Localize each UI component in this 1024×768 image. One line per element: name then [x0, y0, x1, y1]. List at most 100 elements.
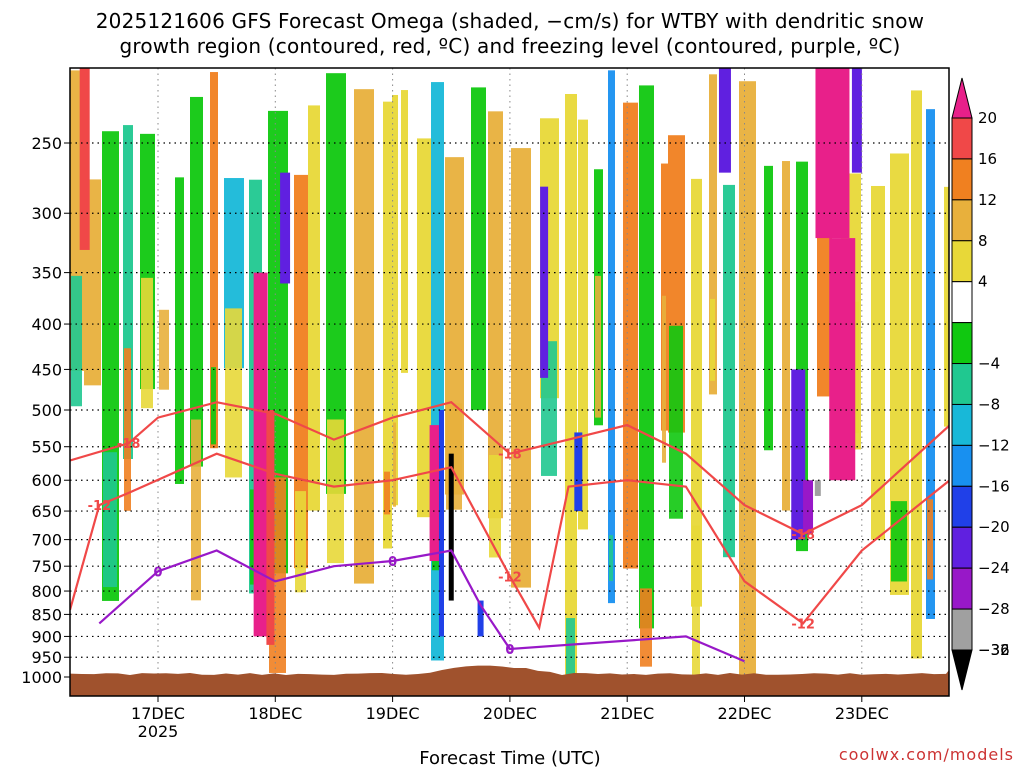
omega-streak — [782, 161, 790, 511]
omega-streak — [863, 155, 869, 414]
y-tick-label: 250 — [31, 134, 62, 153]
dgz-minus12-contour — [70, 452, 949, 631]
omega-streak — [393, 422, 396, 507]
colorbar-bin — [951, 485, 973, 528]
omega-streak — [103, 452, 117, 588]
colorbar-bin — [951, 444, 973, 487]
colorbar-bin — [951, 199, 973, 242]
omega-feature — [438, 410, 444, 637]
omega-shading — [70, 68, 949, 696]
x-tick-label: 20DEC — [483, 704, 537, 723]
chart-title-line1: 2025121606 GFS Forecast Omega (shaded, −… — [96, 9, 924, 33]
y-tick-label: 700 — [31, 531, 62, 550]
colorbar-bin — [951, 117, 973, 160]
dgz-minus18-contour-label: -18 — [791, 528, 815, 543]
colorbar-label: 4 — [978, 273, 988, 291]
omega-streak — [926, 109, 935, 619]
omega-streak — [911, 90, 922, 659]
y-tick-label: 1000 — [21, 668, 62, 687]
omega-streak — [225, 308, 242, 478]
omega-streak — [710, 298, 715, 381]
omega-streak — [327, 419, 344, 564]
colorbar-label: 16 — [978, 150, 997, 168]
x-tick-label: 17DEC — [131, 704, 185, 723]
y-tick-label: 750 — [31, 557, 62, 576]
x-tick-label: 21DEC — [600, 704, 654, 723]
omega-streak — [669, 325, 683, 519]
omega-streak — [190, 96, 203, 467]
omega-streak — [175, 177, 184, 484]
omega-streak — [471, 87, 486, 410]
omega-streak — [71, 275, 82, 407]
colorbar-bin — [951, 403, 973, 446]
omega-feature — [280, 172, 291, 284]
omega-streak — [124, 348, 131, 511]
freezing-level-contour-label: 0 — [153, 565, 162, 580]
omega-feature — [574, 432, 583, 512]
y-tick-label: 300 — [31, 204, 62, 223]
omega-streak — [511, 148, 531, 588]
y-tick-label: 600 — [31, 471, 62, 490]
freezing-level-contour-label: 0 — [388, 555, 397, 570]
omega-streak — [191, 419, 201, 601]
colorbar-label: 20 — [978, 109, 997, 127]
dgz-minus18-contour — [70, 400, 949, 536]
omega-streak — [489, 454, 501, 558]
colorbar-bottom-triangle — [951, 649, 973, 691]
omega-streak — [294, 174, 308, 569]
omega-feature — [266, 410, 275, 645]
omega-streak — [295, 491, 306, 593]
dgz-minus18-contour-label: -18 — [498, 448, 522, 463]
omega-feature — [253, 272, 268, 637]
omega-streak — [308, 105, 320, 511]
colorbar-label: −8 — [978, 395, 1000, 413]
omega-feature — [79, 68, 90, 250]
colorbar-bin — [951, 281, 973, 324]
colorbar: 20 16 12 8 4 −4 −8 −12 −16 −20 −24 −28 −32−36 — [951, 77, 1010, 691]
omega-streak — [578, 119, 588, 530]
x-tick-label: 23DEC — [835, 704, 889, 723]
omega-streak — [764, 165, 773, 451]
omega-streak — [326, 73, 346, 494]
y-tick-label: 850 — [31, 605, 62, 624]
omega-streak — [141, 277, 153, 409]
omega-streak — [639, 85, 654, 629]
y-tick-label: 900 — [31, 627, 62, 646]
omega-streak — [891, 501, 907, 582]
omega-streak — [354, 89, 374, 584]
colorbar-label: −28 — [978, 600, 1010, 618]
colorbar-bin — [951, 240, 973, 283]
y-tick-label: 550 — [31, 438, 62, 457]
omega-feature — [448, 453, 454, 601]
colorbar-label: 8 — [978, 232, 988, 250]
omega-streak — [159, 309, 169, 390]
x-tick-sublabel: 2025 — [138, 722, 179, 741]
omega-streak — [662, 295, 666, 463]
omega-feature — [477, 600, 484, 637]
y-tick-label: 950 — [31, 648, 62, 667]
colorbar-label: −20 — [978, 518, 1010, 536]
dgz-minus12-contour-label: -12 — [498, 570, 522, 585]
x-tick-label: 22DEC — [718, 704, 772, 723]
credit-text: coolwx.com/models — [839, 745, 1014, 764]
omega-streak — [944, 186, 949, 427]
colorbar-top-triangle — [951, 77, 973, 119]
omega-streak — [384, 471, 390, 515]
colorbar-bin — [951, 567, 973, 610]
dgz-minus18-contour-label: -18 — [117, 437, 141, 452]
y-tick-label: 650 — [31, 502, 62, 521]
omega-streak — [723, 184, 735, 558]
dgz-minus12-contour-label: -12 — [791, 617, 815, 632]
omega-streak — [565, 94, 577, 686]
colorbar-bin — [951, 526, 973, 569]
omega-feature — [814, 480, 821, 496]
colorbar-bin — [951, 158, 973, 201]
colorbar-label: −16 — [978, 477, 1010, 495]
omega-streak — [927, 499, 933, 580]
y-tick-label: 800 — [31, 582, 62, 601]
colorbar-bin — [951, 322, 973, 365]
omega-streak — [609, 535, 613, 582]
y-tick-label: 500 — [31, 401, 62, 420]
